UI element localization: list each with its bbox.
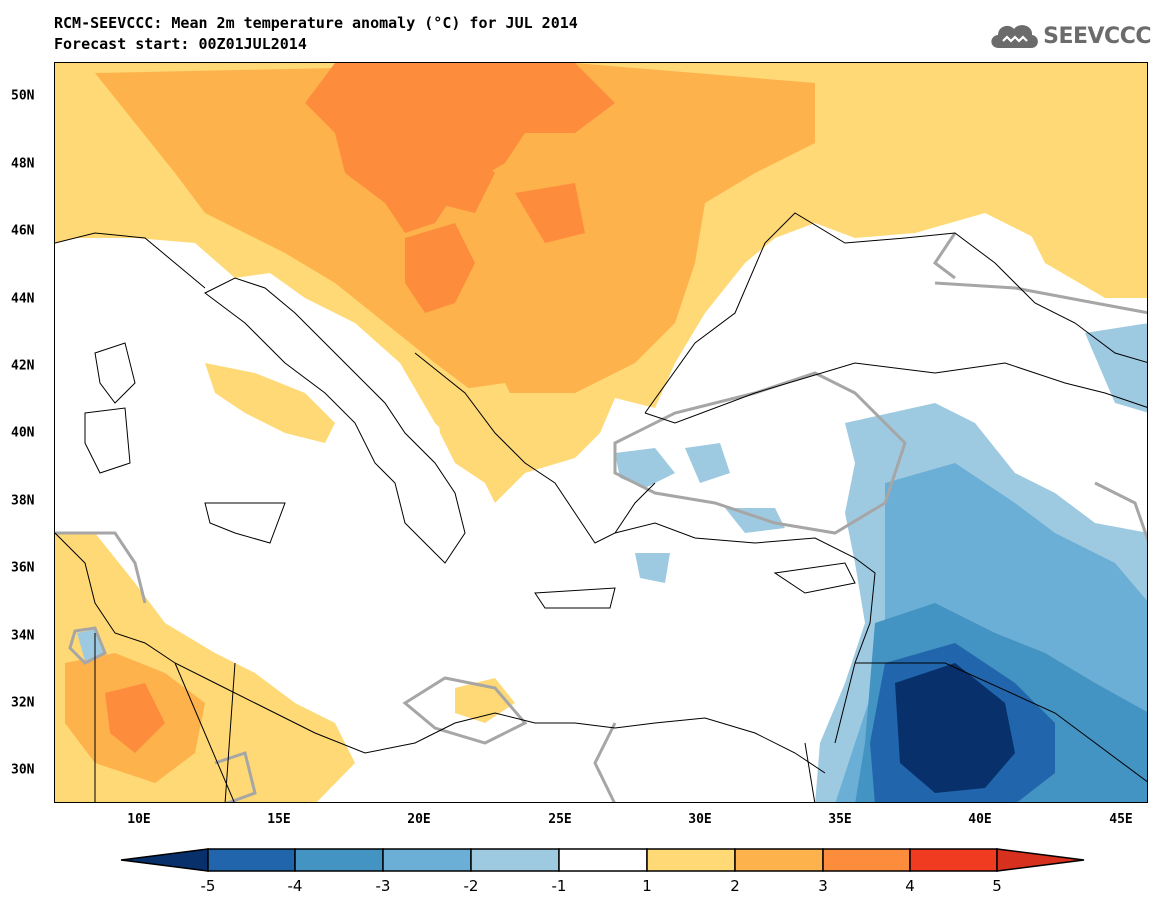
colorbar-segment-5-4: [207, 848, 296, 872]
lon-label-10e: 10E: [127, 812, 151, 827]
warm-anomaly-region-aegean: [435, 383, 525, 483]
colorbar-label: 1: [642, 877, 652, 895]
lon-label-30e: 30E: [688, 812, 712, 827]
lat-label-40n: 40N: [11, 425, 35, 441]
lat-label-32n: 32N: [11, 695, 35, 711]
colorbar-segment-4-5: [909, 848, 998, 872]
colorbar-label: 4: [905, 877, 915, 895]
lat-label-34n: 34N: [11, 628, 35, 644]
logo-text: SEEVCCC: [1043, 23, 1151, 49]
lon-label-35e: 35E: [828, 812, 852, 827]
seevccc-logo: SEEVCCC: [987, 20, 1151, 52]
lat-label-44n: 44N: [11, 291, 35, 307]
colorbar-label: -2: [463, 877, 479, 895]
lat-label-48n: 48N: [11, 156, 35, 172]
map-title: RCM-SEEVCCC: Mean 2m temperature anomaly…: [54, 14, 578, 32]
warm-anomaly-region-libya: [455, 678, 515, 723]
colorbar-label: -3: [375, 877, 391, 895]
colorbar-label: 5: [992, 877, 1002, 895]
colorbar-label: 2: [730, 877, 740, 895]
colorbar-segment-4-3: [294, 848, 384, 872]
lon-label-45e: 45E: [1109, 812, 1133, 827]
forecast-start-label: Forecast start: 00Z01JUL2014: [54, 35, 307, 53]
warm-anomaly-region-africa-hot: [105, 683, 165, 753]
cool-anomaly-region-turkey: [615, 413, 975, 583]
colorbar-segment-3-4: [822, 848, 911, 872]
warm-anomaly-region-caucasus: [1025, 183, 1147, 298]
lon-label-15e: 15E: [267, 812, 291, 827]
colorbar-segment-below-5: [120, 848, 209, 872]
lat-label-30n: 30N: [11, 762, 35, 778]
lon-label-40e: 40E: [968, 812, 992, 827]
lat-label-50n: 50N: [11, 88, 35, 104]
colorbar-segment-2-1: [470, 848, 560, 872]
coastlines: [55, 212, 1147, 802]
cloud-icon: [991, 25, 1039, 48]
colorbar-segment-1-1: [558, 848, 648, 872]
cool-anomaly-region-extreme: [895, 663, 1015, 793]
colorbar-label: -5: [200, 877, 216, 895]
warm-anomaly-region-hot2: [405, 143, 585, 313]
colorbar-label: -1: [551, 877, 567, 895]
lon-label-25e: 25E: [548, 812, 572, 827]
colorbar-label: 3: [818, 877, 828, 895]
colorbar-segment-above-5: [996, 848, 1085, 872]
lat-label-42n: 42N: [11, 358, 35, 374]
warm-anomaly-region-italy: [205, 363, 335, 443]
lon-label-20e: 20E: [407, 812, 431, 827]
cool-anomaly-region-far-east: [1085, 323, 1147, 413]
colorbar-segment-3-2: [382, 848, 472, 872]
colorbar-label: -4: [287, 877, 303, 895]
map-canvas: [55, 63, 1147, 802]
lat-label-38n: 38N: [11, 493, 35, 509]
colorbar-segment-2-3: [734, 848, 824, 872]
lat-label-36n: 36N: [11, 560, 35, 576]
cool-anomaly-region-tunisia: [77, 629, 103, 661]
anomaly-map: [54, 62, 1148, 803]
colorbar-segment-1-2: [646, 848, 736, 872]
lat-label-46n: 46N: [11, 223, 35, 239]
